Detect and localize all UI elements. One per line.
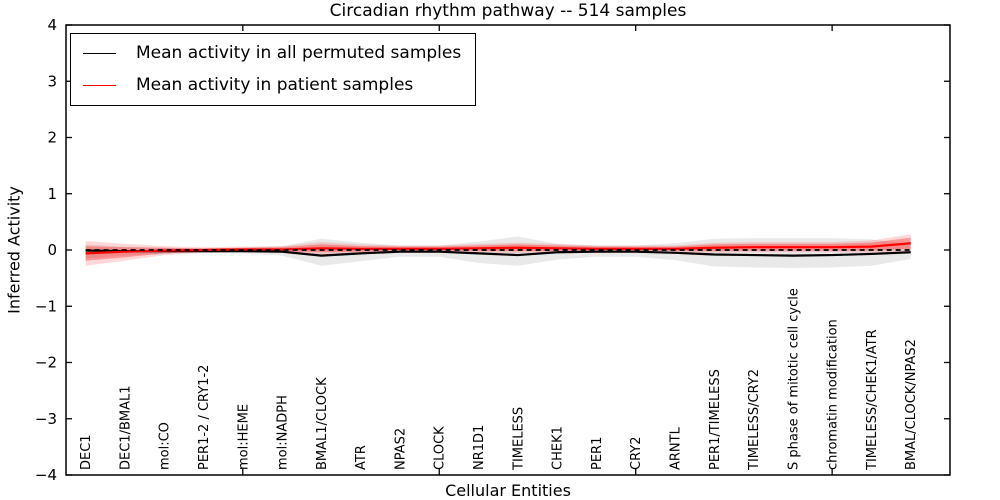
x-category-label: S phase of mitotic cell cycle: [786, 288, 801, 470]
x-category-label: BMAL/CLOCK/NPAS2: [904, 339, 919, 470]
x-category-label: PER1/TIMELESS: [708, 369, 723, 470]
chart-title: Circadian rhythm pathway -- 514 samples: [329, 1, 687, 21]
x-category-label: BMAL1/CLOCK: [315, 377, 330, 470]
legend-entry-permuted: Mean activity in all permuted samples: [83, 41, 461, 66]
x-category-label: DEC1/BMAL1: [118, 386, 133, 471]
x-category-label: CRY2: [629, 437, 644, 471]
x-category-label: NR1D1: [472, 425, 487, 470]
y-tick-label: 1: [47, 185, 57, 203]
x-category-label: mol:HEME: [236, 404, 251, 470]
patient-samples-inner-spread-band: [85, 237, 911, 261]
y-tick-label: 3: [47, 72, 57, 90]
x-category-label: TIMELESS/CRY2: [747, 369, 762, 471]
x-category-label: DEC1: [79, 434, 94, 470]
patient-samples-outer-spread-band: [85, 234, 911, 266]
x-category-label: chromatin modification: [826, 319, 841, 470]
y-tick-label: −3: [35, 410, 57, 428]
y-tick-label: −2: [35, 354, 57, 372]
x-category-label: PER1: [590, 437, 605, 470]
x-category-label: PER1-2 / CRY1-2: [197, 365, 212, 470]
y-tick-label: 4: [47, 16, 57, 34]
x-category-label: CHEK1: [551, 426, 566, 470]
x-category-label: TIMELESS/CHEK1/ATR: [865, 329, 880, 471]
x-category-label: mol:CO: [158, 422, 173, 470]
permuted-samples-spread-band: [85, 236, 911, 268]
legend-entry-patient: Mean activity in patient samples: [83, 73, 461, 98]
legend: Mean activity in all permuted samples Me…: [70, 33, 477, 106]
x-category-label: mol:NADPH: [276, 395, 291, 470]
x-category-label: TIMELESS: [511, 407, 526, 471]
x-category-label: NPAS2: [393, 428, 408, 470]
y-tick-label: 0: [47, 241, 57, 259]
y-axis-label: Inferred Activity: [4, 186, 24, 314]
y-tick-label: 2: [47, 129, 57, 147]
legend-label-patient: Mean activity in patient samples: [136, 75, 414, 95]
legend-label-permuted: Mean activity in all permuted samples: [136, 43, 462, 63]
x-category-label: ATR: [354, 445, 369, 470]
y-tick-label: −1: [35, 297, 57, 315]
x-category-label: CLOCK: [433, 426, 448, 470]
x-category-label: ARNTL: [668, 426, 683, 470]
black-line-sample: [83, 53, 116, 54]
y-tick-label: −4: [35, 466, 57, 484]
red-line-sample: [83, 85, 116, 86]
x-axis-label: Cellular Entities: [445, 481, 571, 500]
series-line-0: [85, 249, 911, 257]
